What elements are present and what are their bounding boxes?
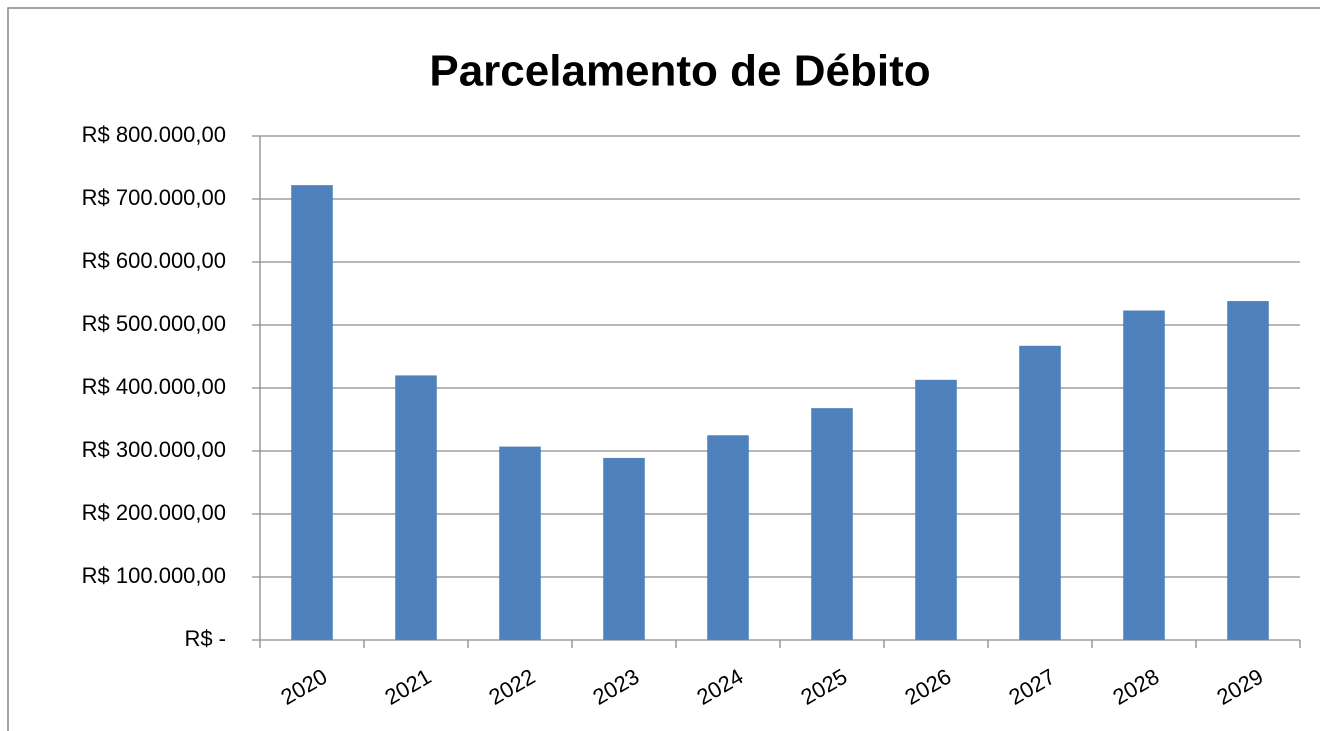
bar (1123, 310, 1165, 640)
y-tick-label: R$ - (184, 626, 226, 651)
y-tick-label: R$ 700.000,00 (82, 185, 226, 210)
y-tick-label: R$ 100.000,00 (82, 563, 226, 588)
y-tick-label: R$ 200.000,00 (82, 500, 226, 525)
bar (395, 375, 437, 640)
y-tick-label: R$ 600.000,00 (82, 248, 226, 273)
bar (499, 446, 541, 640)
y-tick-label: R$ 400.000,00 (82, 374, 226, 399)
bar (811, 408, 853, 640)
y-tick-label: R$ 300.000,00 (82, 437, 226, 462)
bar (915, 379, 957, 640)
bar (603, 457, 645, 640)
chart-border (7, 7, 1320, 731)
bar (707, 435, 749, 640)
bar (1019, 345, 1061, 640)
bar (1227, 301, 1269, 640)
bar (291, 185, 333, 640)
y-tick-label: R$ 800.000,00 (82, 122, 226, 147)
chart-title: Parcelamento de Débito (429, 47, 930, 96)
y-tick-label: R$ 500.000,00 (82, 311, 226, 336)
